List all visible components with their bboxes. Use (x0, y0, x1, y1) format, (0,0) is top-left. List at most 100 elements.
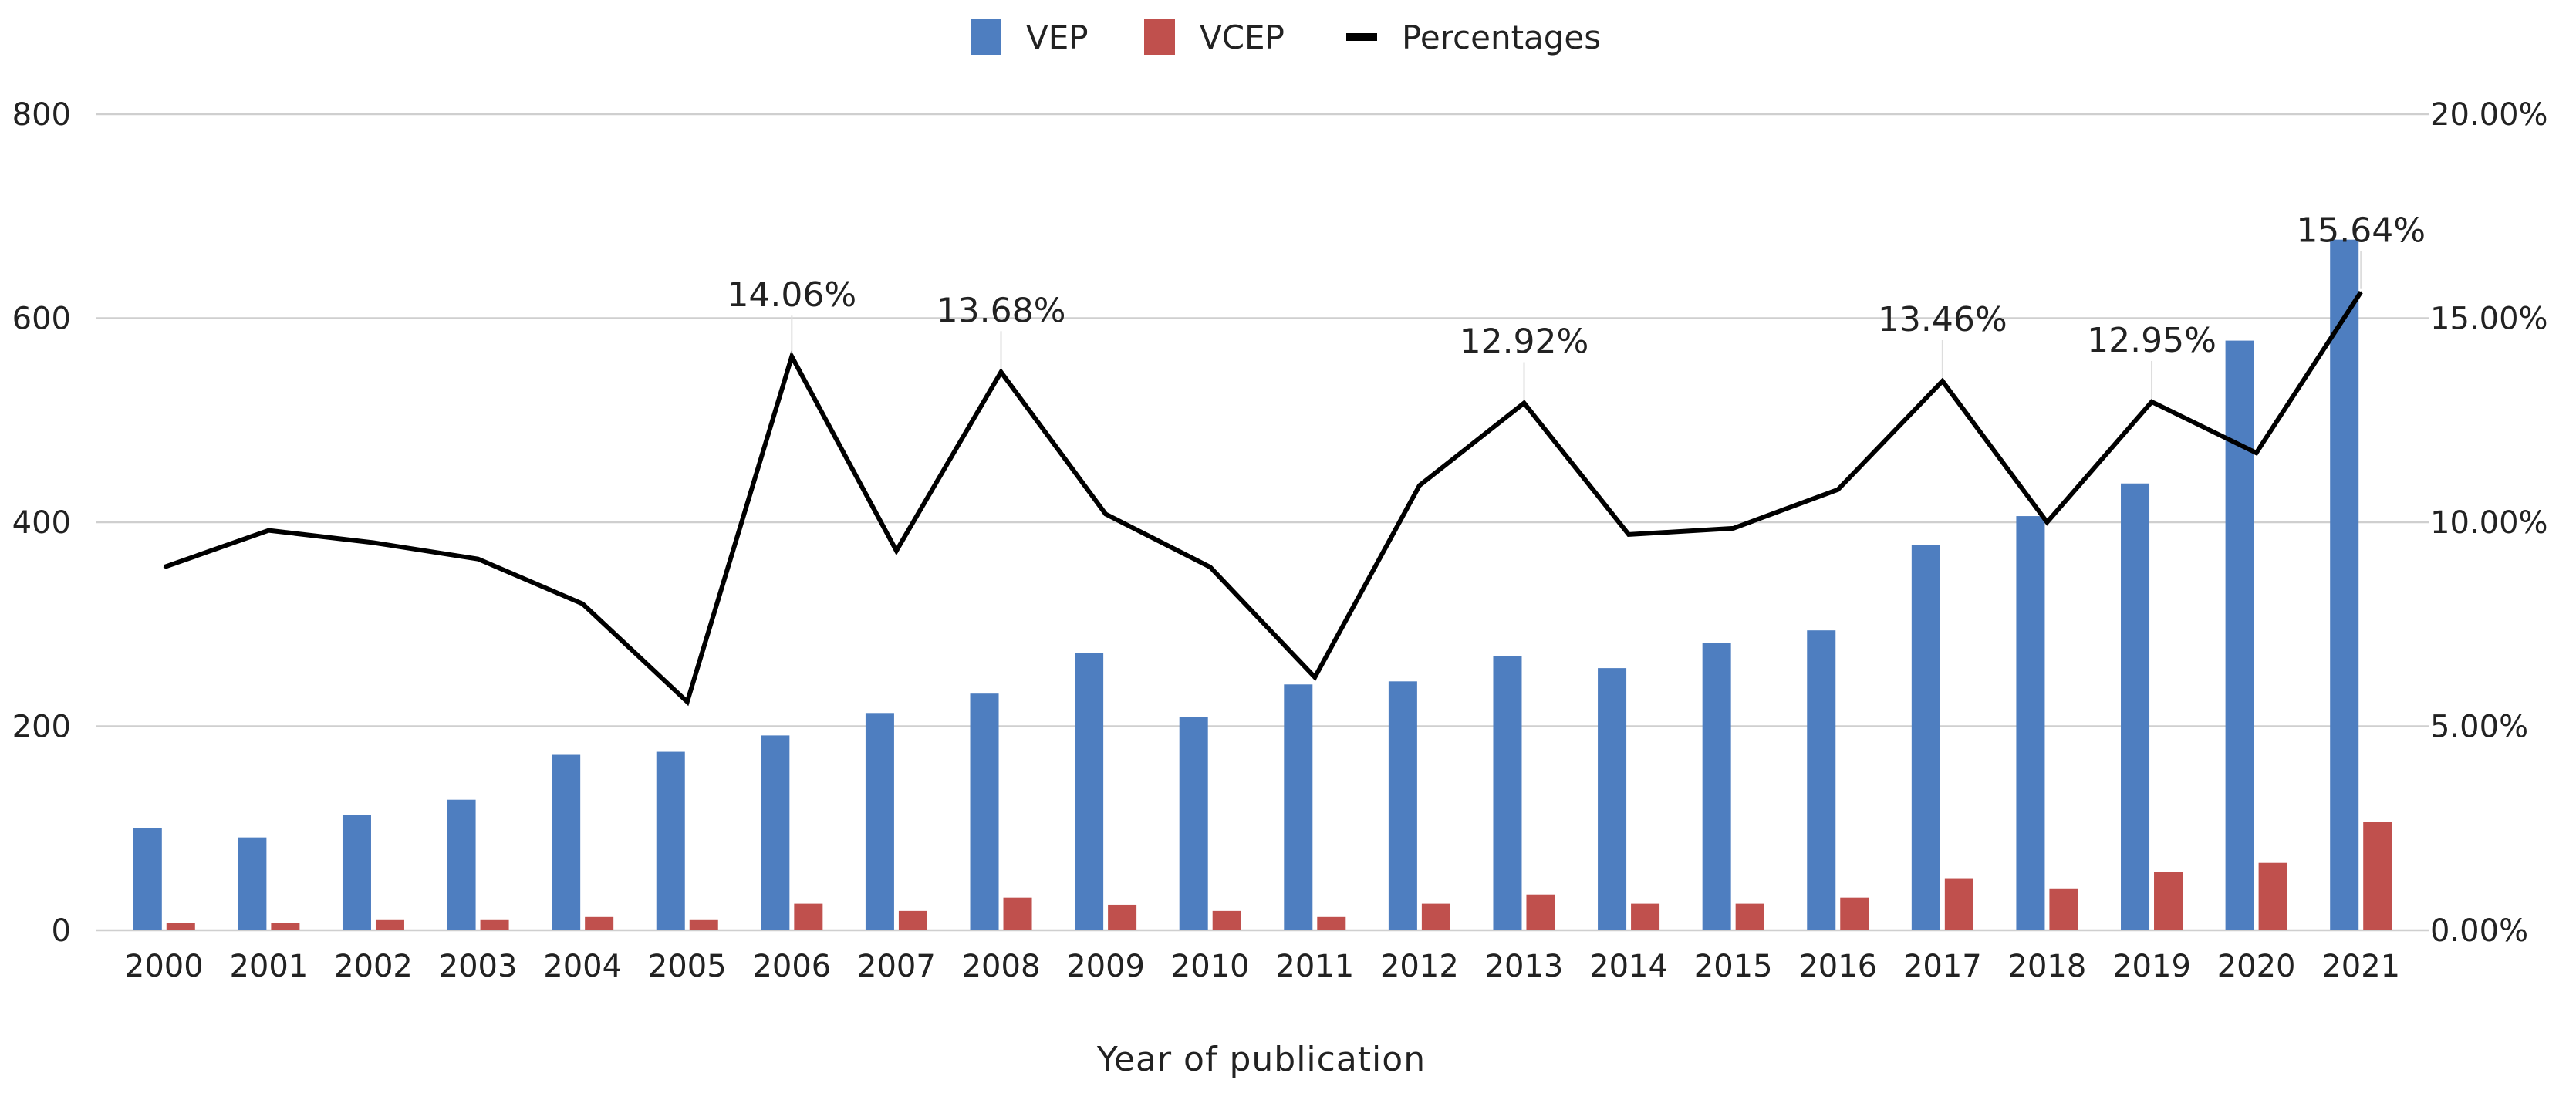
vep-bar (2016, 516, 2045, 930)
vep-bar (133, 828, 162, 930)
vep-bar (1702, 643, 1731, 930)
vep-bar (1807, 630, 1836, 930)
vep-bar (342, 815, 371, 930)
right-axis: 0.00% 5.00% 10.00% 15.00% 20.00% (2430, 97, 2548, 949)
percentage-point (1105, 513, 1107, 515)
vep-bar (1911, 545, 1940, 930)
vep-bar (447, 799, 476, 930)
percentage-point (1209, 566, 1211, 569)
x-tick-label: 2015 (1694, 949, 1773, 984)
vcep-bar (2258, 862, 2287, 930)
y2-tick-label: 20.00% (2430, 97, 2548, 133)
gridlines (96, 113, 2429, 932)
percentage-point (2360, 291, 2362, 293)
x-tick-label: 2020 (2217, 949, 2296, 984)
vep-bar (552, 754, 581, 930)
data-label: 12.95% (2087, 321, 2216, 360)
x-tick-label: 2010 (1171, 949, 1250, 984)
x-tick-label: 2018 (2008, 949, 2087, 984)
x-tick-label: 2016 (1798, 949, 1877, 984)
percentage-point (1941, 380, 1943, 382)
percentage-point (895, 550, 897, 552)
legend-item: Percentages (1346, 19, 1601, 56)
percentage-point (163, 566, 165, 569)
data-label: 12.92% (1460, 322, 1589, 362)
percentage-point (1314, 677, 1316, 679)
x-tick-label: 2001 (229, 949, 308, 984)
percentage-point (1000, 371, 1002, 373)
vcep-bar (1526, 894, 1555, 930)
vcep-bar (794, 903, 823, 930)
vcep-bar (1317, 916, 1346, 930)
y2-tick-label: 5.00% (2430, 710, 2528, 745)
x-axis-title: Year of publication (1096, 1040, 1426, 1079)
x-tick-label: 2011 (1275, 949, 1354, 984)
x-tick-label: 2007 (857, 949, 936, 984)
x-axis: 2000 2001 2002 2003 2004 2005 2006 2007 2008 2009… (125, 949, 2400, 984)
x-tick-label: 2014 (1589, 949, 1668, 984)
vcep-bar (1631, 903, 1660, 930)
legend-swatch (1144, 19, 1175, 55)
bars (133, 239, 2392, 931)
y2-tick-label: 0.00% (2430, 913, 2528, 949)
vcep-bar (2363, 822, 2392, 930)
x-tick-label: 2012 (1380, 949, 1459, 984)
percentage-point (1523, 402, 1525, 404)
percentage-point (582, 602, 584, 605)
percentage-point (268, 529, 270, 531)
y-tick-label: 400 (12, 505, 71, 541)
y-tick-label: 600 (12, 302, 71, 337)
x-tick-label: 2009 (1066, 949, 1145, 984)
vcep-bar (1212, 910, 1241, 930)
vcep-bar (1421, 903, 1450, 930)
percentage-point (2046, 521, 2048, 523)
vcep-bar (1003, 897, 1032, 930)
vcep-bar (480, 919, 509, 930)
x-tick-label: 2017 (1903, 949, 1982, 984)
x-tick-label: 2021 (2321, 949, 2400, 984)
y2-tick-label: 10.00% (2430, 505, 2548, 541)
left-axis: 0 200 400 600 800 (12, 97, 71, 949)
vep-bar (1284, 684, 1313, 930)
x-tick-label: 2002 (334, 949, 413, 984)
x-tick-label: 2005 (648, 949, 727, 984)
percentage-point (1732, 527, 1734, 529)
vcep-bar (1840, 897, 1869, 930)
data-label: 13.46% (1878, 300, 2007, 339)
percentages-line (163, 290, 2363, 707)
data-label: 15.64% (2296, 211, 2426, 251)
y-tick-label: 200 (12, 710, 71, 745)
vcep-bar (898, 910, 927, 930)
vep-bar (238, 837, 267, 930)
vep-bar (865, 713, 894, 930)
vep-bar (2121, 483, 2150, 930)
percentage-point (477, 558, 479, 560)
legend-item: VEP (971, 19, 1089, 56)
percentage-point (686, 700, 688, 703)
vcep-bar (1735, 903, 1764, 930)
x-tick-label: 2008 (962, 949, 1041, 984)
percentage-point (1837, 488, 1839, 491)
x-tick-label: 2000 (125, 949, 204, 984)
percentage-point (372, 542, 374, 544)
vep-bar (761, 735, 790, 930)
vep-bar (1179, 717, 1208, 930)
vcep-bar (2049, 888, 2078, 930)
vcep-bar (1108, 904, 1137, 930)
vep-bar (1388, 681, 1417, 930)
vep-bar (2330, 239, 2359, 931)
y-tick-label: 800 (12, 97, 71, 133)
legend-swatch (971, 19, 1001, 55)
percentage-point (1628, 533, 1630, 535)
percentage-point (2255, 452, 2257, 454)
legend-label: VEP (1026, 19, 1089, 56)
x-tick-label: 2019 (2112, 949, 2191, 984)
legend: VEP VCEP Percentages (971, 19, 1601, 56)
y-tick-label: 0 (52, 913, 71, 949)
x-tick-label: 2013 (1485, 949, 1564, 984)
vep-bar (656, 751, 685, 930)
vcep-bar (166, 923, 195, 930)
x-tick-label: 2003 (439, 949, 518, 984)
x-tick-label: 2004 (543, 949, 622, 984)
